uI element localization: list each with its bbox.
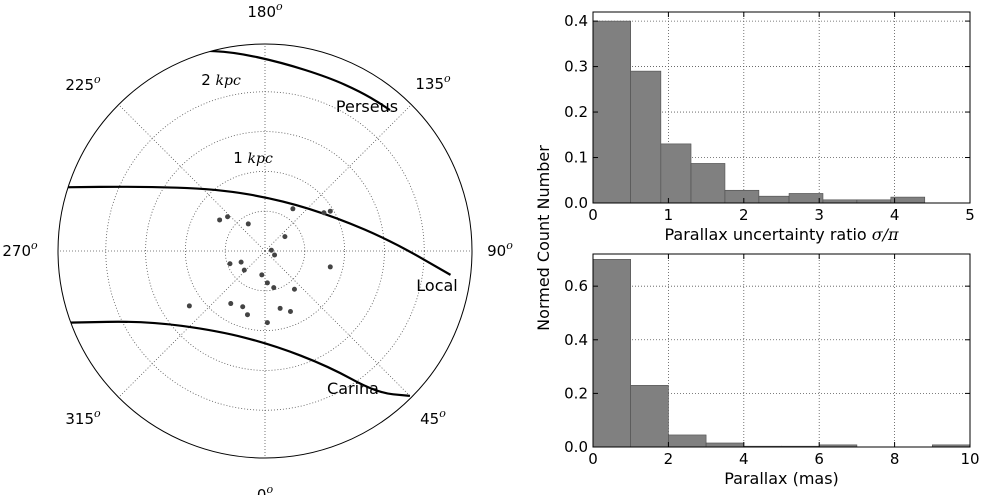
angle-label-315: 315o (65, 407, 101, 428)
spiral-arm-local (61, 185, 452, 276)
x-tick-label: 3 (814, 206, 824, 224)
source-points (186, 206, 333, 326)
x-tick-label: 5 (965, 206, 975, 224)
histogram-bar (690, 163, 726, 204)
angle-label-0: 0o (257, 483, 274, 495)
angle-label-90: 90o (487, 239, 513, 260)
x-tick-label: 4 (890, 206, 900, 224)
source-point (217, 217, 223, 223)
source-point (259, 272, 265, 278)
spiral-arms (61, 49, 452, 397)
y-tick-label: 0.6 (564, 277, 588, 295)
polar-grid (58, 44, 472, 458)
x-tick-label: 2 (739, 206, 749, 224)
source-point (244, 312, 250, 318)
x-axis-label: Parallax uncertainty ratio σ/π (664, 225, 899, 244)
histogram-bar (668, 434, 707, 448)
x-axis-label: Parallax (mas) (724, 469, 839, 488)
x-tick-label: 0 (588, 450, 598, 468)
parallax-histogram: 0 2 4 6 8 10 0.0 0.2 0.4 0.6 Parallax (mas) (564, 253, 980, 488)
arm-labels: Perseus Local Carina (327, 97, 458, 398)
x-tick-label: 0 (588, 206, 598, 224)
radius-label-2kpc: 2 kpc (201, 71, 241, 89)
histogram-bar (630, 70, 662, 204)
radius-grid-ring (184, 170, 346, 332)
source-point (277, 305, 283, 311)
histogram-bar (592, 259, 632, 448)
angle-grid-line (264, 104, 412, 252)
angle-label-225: 225o (65, 73, 101, 94)
arm-label-carina: Carina (327, 379, 379, 398)
source-point (240, 304, 246, 310)
source-point (287, 309, 293, 315)
source-point (225, 214, 231, 220)
histogram-bar (890, 196, 926, 204)
histogram-bar (724, 189, 760, 204)
spiral-arm-carina (69, 320, 411, 397)
angle-grid-line (118, 104, 266, 252)
source-point (282, 234, 288, 240)
source-point (321, 210, 327, 216)
x-tick-label: 10 (960, 450, 979, 468)
axes-frame (592, 253, 971, 448)
angle-label-135: 135o (415, 72, 451, 93)
source-point (271, 285, 277, 291)
histogram-bar (788, 193, 824, 204)
spiral-arm-perseus (195, 49, 391, 111)
source-point (227, 261, 233, 267)
arm-label-perseus: Perseus (336, 97, 398, 116)
radius-label-1kpc: 1 kpc (233, 149, 273, 167)
angle-label-270: 270o (2, 239, 38, 260)
source-point (186, 303, 192, 309)
source-point (290, 206, 296, 212)
histogram-bar (592, 20, 632, 204)
angle-label-180: 180o (247, 0, 283, 21)
y-tick-label: 0.0 (564, 438, 588, 456)
y-tick-label: 0.4 (564, 12, 588, 30)
y-tick-label: 0.2 (564, 384, 588, 402)
radius-labels: 1 kpc 2 kpc (201, 71, 273, 167)
y-tick-label: 0.2 (564, 103, 588, 121)
source-point (245, 221, 251, 227)
source-point (264, 280, 270, 286)
y-tick-label: 0.0 (564, 194, 588, 212)
source-point (327, 208, 333, 214)
arm-label-local: Local (416, 276, 457, 295)
x-tick-label: 2 (664, 450, 674, 468)
source-point (327, 264, 333, 270)
x-tick-label: 6 (814, 450, 824, 468)
radius-grid-ring (145, 131, 385, 371)
source-point (238, 259, 244, 265)
angle-grid-line (118, 250, 266, 398)
polar-frame (57, 43, 473, 459)
x-tick-label: 8 (890, 450, 900, 468)
source-point (228, 301, 234, 307)
y-tick-label: 0.4 (564, 331, 588, 349)
source-point (241, 267, 247, 273)
source-point (264, 320, 270, 326)
angle-labels: 0o 45o 90o 135o 180o 225o 270o 315o (2, 0, 513, 495)
histogram-bar (705, 442, 745, 448)
source-point (272, 252, 278, 258)
source-point (268, 247, 274, 253)
axes-frame (592, 11, 971, 204)
source-point (291, 286, 297, 292)
shared-ylabel: Normed Count Number (534, 145, 553, 331)
angle-grid-line (264, 250, 412, 398)
angle-label-45: 45o (420, 407, 446, 428)
histogram-bar (630, 385, 669, 448)
x-tick-label: 1 (664, 206, 674, 224)
histogram-bar (758, 195, 790, 204)
y-tick-label: 0.3 (564, 58, 588, 76)
x-tick-label: 4 (739, 450, 749, 468)
histogram-bar (660, 143, 692, 204)
uncertainty-histogram: 0 1 2 3 4 5 0.0 0.1 0.2 0.3 0.4 Parallax uncertaint… (564, 11, 975, 244)
y-tick-label: 0.1 (564, 149, 588, 167)
